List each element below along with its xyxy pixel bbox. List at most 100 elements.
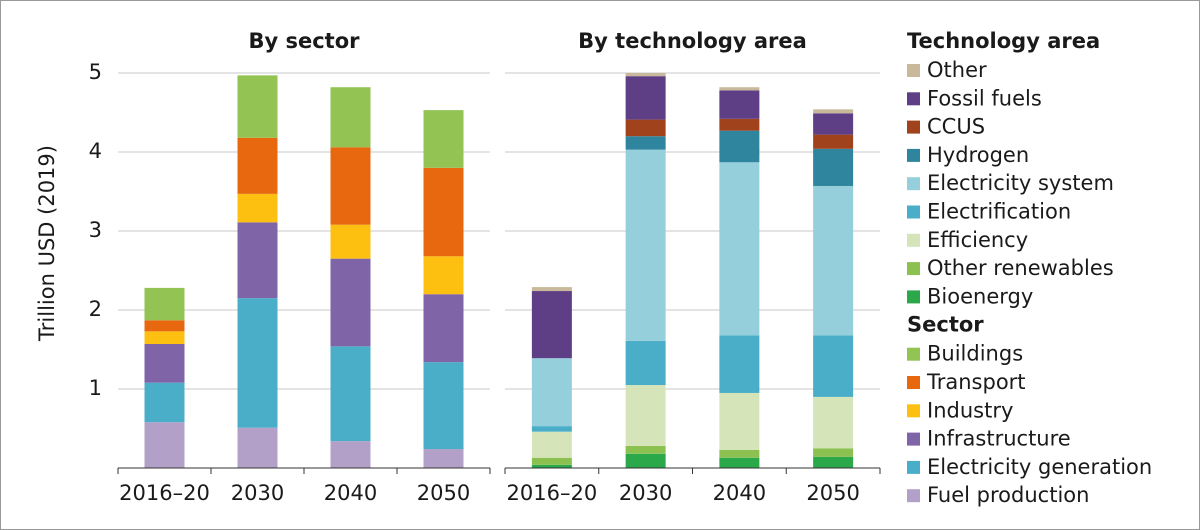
bar-segment — [144, 331, 185, 344]
bar-segment — [237, 222, 278, 299]
legend-swatch — [907, 290, 920, 304]
legend-label: Electrification — [927, 200, 1071, 224]
bar-segment — [625, 119, 666, 137]
x-tick-label: 2030 — [619, 481, 672, 505]
bar-segment — [625, 385, 666, 446]
legend-label: Efficiency — [927, 228, 1028, 252]
bar-segment — [237, 137, 278, 194]
bar-segment — [719, 449, 760, 458]
bar-segment — [813, 396, 854, 449]
y-tick-label: 1 — [89, 376, 102, 400]
legend-swatch — [907, 205, 920, 219]
legend-swatch — [907, 376, 920, 389]
bar-segment — [237, 193, 278, 223]
bar-segment — [531, 426, 572, 432]
bar-segment — [531, 464, 572, 468]
y-tick-label: 4 — [89, 139, 102, 163]
bar-segment — [144, 343, 185, 383]
bar-segment — [423, 362, 464, 450]
bar-segment — [719, 457, 760, 468]
bar-segment — [144, 320, 185, 332]
bar-segment — [813, 148, 854, 186]
legend-title: Technology area — [907, 29, 1100, 53]
bar-segment — [625, 73, 666, 77]
bar-segment — [813, 185, 854, 336]
legend-swatch — [907, 233, 920, 247]
bar-segment — [719, 118, 760, 131]
x-tick-label: 2050 — [806, 481, 859, 505]
bar-segment — [625, 445, 666, 454]
bar-segment — [423, 167, 464, 257]
legend-label: Industry — [927, 398, 1013, 422]
legend-title: Sector — [907, 313, 984, 337]
bar-segment — [813, 448, 854, 457]
y-tick-label: 2 — [89, 297, 102, 321]
legend-label: Infrastructure — [927, 427, 1071, 451]
bar-segment — [625, 136, 666, 150]
legend-label: Fuel production — [927, 483, 1089, 507]
bar-segment — [330, 224, 371, 259]
x-tick-label: 2030 — [231, 481, 284, 505]
bar-segment — [330, 441, 371, 468]
bar-segment — [719, 90, 760, 119]
legend-label: Fossil fuels — [927, 86, 1042, 110]
legend-label: Bioenergy — [927, 284, 1033, 308]
legend-swatch — [907, 404, 920, 418]
bar-segment — [531, 287, 572, 292]
bar-segment — [237, 298, 278, 428]
legend-label: CCUS — [927, 115, 985, 139]
bar-segment — [144, 382, 185, 423]
legend-swatch — [907, 177, 920, 191]
bar-segment — [625, 149, 666, 341]
y-tick-label: 3 — [89, 218, 102, 242]
bar-segment — [719, 392, 760, 450]
bar-segment — [719, 130, 760, 163]
legend-swatch — [907, 92, 920, 106]
legend-swatch — [907, 489, 920, 503]
legend-swatch — [907, 148, 920, 162]
bar-segment — [625, 453, 666, 468]
legend-label: Electricity system — [927, 171, 1114, 195]
x-tick-label: 2050 — [417, 481, 470, 505]
bar-segment — [531, 431, 572, 458]
bar-segment — [144, 287, 185, 321]
legend-swatch — [907, 262, 920, 276]
legend-swatch — [907, 347, 920, 361]
legend-label: Other — [927, 58, 987, 82]
bar-segment — [719, 335, 760, 393]
y-tick-label: 5 — [89, 60, 102, 84]
bar-segment — [144, 422, 185, 468]
bar-segment — [531, 291, 572, 359]
bar-segment — [719, 87, 760, 91]
legend-swatch — [907, 120, 920, 134]
x-tick-label: 2040 — [713, 481, 766, 505]
bar-segment — [531, 358, 572, 427]
bar-segment — [625, 340, 666, 386]
bar-segment — [237, 75, 278, 138]
legend-swatch — [907, 64, 920, 77]
legend-label: Buildings — [927, 342, 1023, 366]
bar-segment — [813, 109, 854, 114]
bar-segment — [423, 294, 464, 363]
bar-segment — [330, 87, 371, 148]
bar-segment — [813, 456, 854, 468]
panel-title: By technology area — [578, 29, 807, 53]
bar-segment — [330, 258, 371, 347]
bar-segment — [423, 256, 464, 295]
bar-segment — [813, 113, 854, 135]
bar-segment — [719, 162, 760, 336]
bar-segment — [625, 76, 666, 120]
bar-segment — [330, 346, 371, 442]
panel-title: By sector — [248, 29, 360, 53]
legend-label: Other renewables — [927, 256, 1114, 280]
bar-segment — [330, 147, 371, 225]
bar-segment — [813, 134, 854, 149]
bar-segment — [423, 449, 464, 468]
x-tick-label: 2016–20 — [119, 481, 210, 505]
bar-segment — [423, 110, 464, 168]
x-tick-label: 2016–20 — [507, 481, 598, 505]
bar-segment — [813, 335, 854, 397]
legend-swatch — [907, 460, 920, 474]
